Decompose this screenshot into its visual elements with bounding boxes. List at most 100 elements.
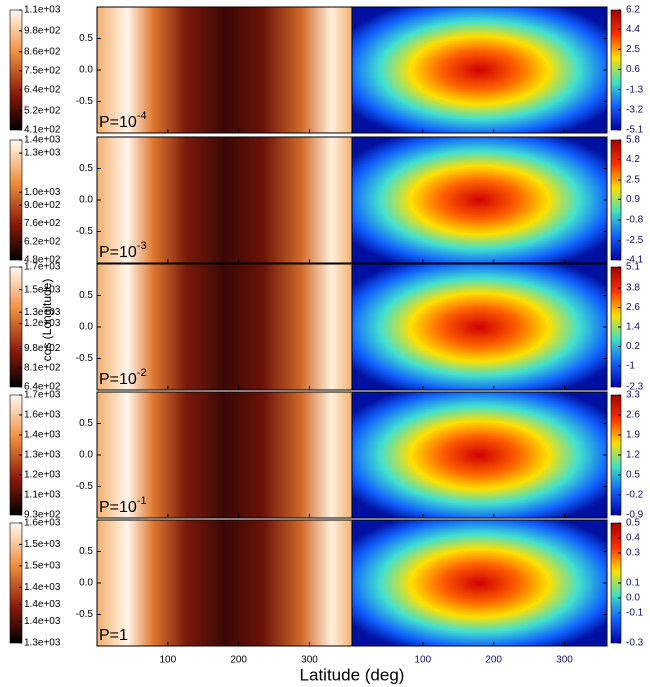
x-tick-label: 100 [414,655,431,666]
colorbar-tick-label: 0.1 [626,578,640,589]
colorbar-tick-label: 1.2e+03 [24,470,61,481]
y-tick-label: -0.5 [76,96,94,107]
pressure-base: P=10 [99,371,137,388]
x-tick-label: 100 [159,655,176,666]
colorbar-tick-label: -5.1 [626,125,644,136]
x-axis-label: Latitude (deg) [300,665,405,684]
colorbar-tick-label: 2.6 [626,302,640,313]
y-tick-label: 0.0 [79,195,93,206]
colorbar [610,139,622,261]
colorbar-tick-label: 4.2 [626,154,640,165]
colorbar-tick-label: 0.5 [626,470,640,481]
x-tick-label: 200 [230,655,247,666]
y-tick-label: -0.5 [76,226,94,237]
colorbar-tick-label: 0.5 [626,518,640,529]
colorbar-tick-label: 6.4e+02 [24,382,61,393]
pressure-exponent: -2 [137,367,147,379]
colorbar-tick-label: -0.9 [626,510,644,521]
colorbar-tick-label: -4.1 [626,255,644,266]
wind-map [351,519,608,647]
colorbar-tick-label: 4.1e+02 [24,125,61,136]
y-tick-label: -0.5 [76,481,94,492]
colorbar-tick-label: 1.1e+03 [24,490,61,501]
colorbar [610,9,622,131]
pressure-label: P=1 [99,627,128,644]
colorbar-tick-label: 5.1 [626,262,640,273]
x-tick-label: 300 [301,655,318,666]
colorbar-tick-label: 0.6 [626,64,640,75]
colorbar-tick-label: 5.2e+02 [24,106,61,117]
colorbar-tick-label: 1.3e+03 [24,148,61,159]
colorbar-tick-label: -2.5 [626,235,644,246]
colorbar-tick-label: -0.8 [626,215,644,226]
pressure-label: P=10-1 [99,495,147,516]
colorbar-tick-label: 2.5 [626,44,640,55]
y-tick-label: -0.5 [76,609,94,620]
colorbar [9,266,23,388]
colorbar-tick-label: 1.3e+03 [24,638,61,649]
colorbar-tick-label: 0.4 [626,533,640,544]
colorbar-tick-label: 0.3 [626,548,640,559]
colorbar-tick-label: 4.8e+02 [24,255,61,266]
colorbar-tick-label: 1.4e+03 [24,616,61,627]
y-tick-label: 0.0 [79,450,93,461]
colorbar-tick-label: 1.0e+03 [24,187,61,198]
colorbar-tick-label: 2.6 [626,410,640,421]
pressure-label: P=10-4 [99,110,147,131]
colorbar-tick-label: 1.6e+03 [24,518,61,529]
x-tick-label: 300 [556,655,573,666]
colorbar-tick-label: 7.5e+02 [24,66,61,77]
wind-map [351,6,608,134]
colorbar-tick-label: 1.3e+03 [24,450,61,461]
colorbar-tick-label: 5.8 [626,135,640,146]
colorbar-tick-label: 2.5 [626,175,640,186]
colorbar-tick-label: 1.2e+03 [24,318,61,329]
colorbar-tick-label: 1.7e+03 [24,262,61,273]
colorbar-tick-label: 9.8e+02 [24,26,61,37]
pressure-label: P=10-2 [99,367,147,388]
colorbar-tick-label: 7.6e+02 [24,218,61,229]
colorbar-tick-label: -0.1 [626,608,644,619]
colorbar-tick-label: 1.9 [626,430,640,441]
y-tick-label: 0.5 [79,33,93,44]
colorbar [9,139,23,261]
colorbar-tick-label: -3.2 [626,104,644,115]
colorbar-tick-label: 1.4e+03 [24,135,61,146]
temperature-map [96,519,353,647]
colorbar-tick-label: 1.5e+03 [24,539,61,550]
pressure-label: P=10-3 [99,240,147,261]
temperature-map [96,263,353,391]
colorbar-tick-label: 0.9 [626,194,640,205]
colorbar-tick-label: 1.4e+03 [24,430,61,441]
colorbar-tick-label: 9.3e+02 [24,510,61,521]
colorbar-tick-label: 1.2 [626,450,640,461]
colorbar-tick-label: 3.3 [626,390,640,401]
pressure-base: P=10 [99,499,137,516]
y-tick-label: 0.0 [79,65,93,76]
y-tick-label: 0.5 [79,418,93,429]
colorbar-tick-label: 1.4e+03 [24,582,61,593]
pressure-base: P=10 [99,114,137,131]
colorbar-tick-label: -2.3 [626,382,644,393]
colorbar-tick-label: 0.0 [626,593,640,604]
colorbar-tick-label: 8.6e+02 [24,46,61,57]
colorbar-tick-label: -0.2 [626,490,644,501]
y-tick-label: 0.0 [79,578,93,589]
colorbar-tick-label: 9.0e+02 [24,200,61,211]
wind-map [351,391,608,519]
pressure-exponent: -4 [137,110,147,122]
y-tick-label: 0.5 [79,290,93,301]
colorbar-tick-label: -1 [626,361,635,372]
x-tick-label: 200 [485,655,502,666]
y-tick-label: 0.0 [79,322,93,333]
colorbar-tick-label: 1.6e+03 [24,410,61,421]
temperature-map [96,391,353,519]
colorbar [9,9,23,131]
colorbar-tick-label: 1.4 [626,322,640,333]
y-tick-label: 0.5 [79,546,93,557]
colorbar-tick-label: 6.4e+02 [24,85,61,96]
colorbar [9,522,23,644]
pressure-exponent: -3 [137,240,147,252]
colorbar-tick-label: 1.4e+03 [24,599,61,610]
